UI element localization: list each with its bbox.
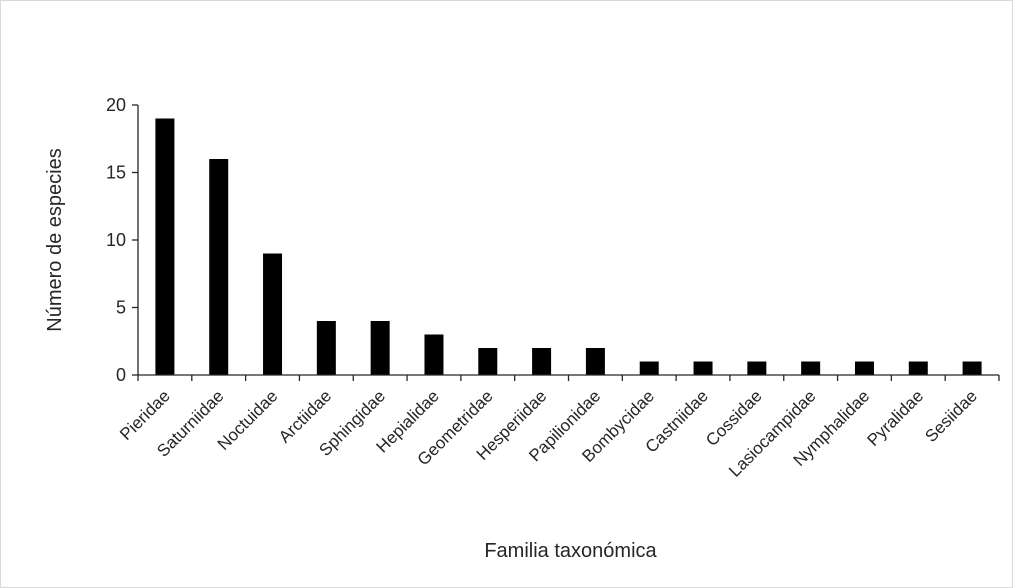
y-axis-ticks: 0 5 10 15 20 [106, 95, 138, 385]
bar-bombycidae [639, 361, 659, 375]
y-tick-label: 0 [116, 365, 126, 385]
bar-saturniidae [209, 159, 229, 375]
bars [155, 118, 982, 375]
y-tick-label: 5 [116, 298, 126, 318]
bar-castniidae [693, 361, 713, 375]
y-tick-label: 15 [106, 163, 126, 183]
bar-cossidae [747, 361, 767, 375]
bar-arctiidae [316, 321, 336, 375]
bar-lasiocampidae [801, 361, 821, 375]
bar-nymphalidae [854, 361, 874, 375]
bar-sesiidae [962, 361, 982, 375]
y-tick-label: 10 [106, 230, 126, 250]
x-tick-label: Sesiidae [921, 386, 981, 446]
bar-noctuidae [263, 253, 283, 375]
bar-hepialidae [424, 334, 444, 375]
x-tick-label: Pyralidae [864, 386, 928, 450]
y-axis-title: Número de especies [44, 148, 66, 331]
bar-sphingidae [370, 321, 390, 375]
bar-pieridae [155, 118, 175, 375]
y-tick-label: 20 [106, 95, 126, 115]
x-axis-title: Familia taxonómica [484, 540, 657, 562]
bar-hesperiidae [532, 348, 552, 375]
bar-geometridae [478, 348, 498, 375]
bar-pyralidae [908, 361, 928, 375]
x-axis-ticks: PieridaeSaturniidaeNoctuidaeArctiidaeSph… [116, 375, 1000, 481]
bar-papilionidae [585, 348, 605, 375]
